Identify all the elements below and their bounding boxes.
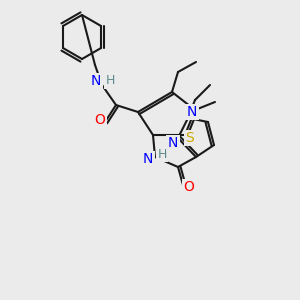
Text: N: N bbox=[91, 74, 101, 88]
Text: O: O bbox=[184, 180, 194, 194]
Text: N: N bbox=[143, 152, 153, 166]
Text: S: S bbox=[186, 131, 194, 145]
Text: N: N bbox=[168, 136, 178, 150]
Text: H: H bbox=[157, 148, 167, 160]
Text: N: N bbox=[187, 105, 197, 119]
Text: H: H bbox=[105, 74, 115, 88]
Text: O: O bbox=[94, 113, 105, 127]
